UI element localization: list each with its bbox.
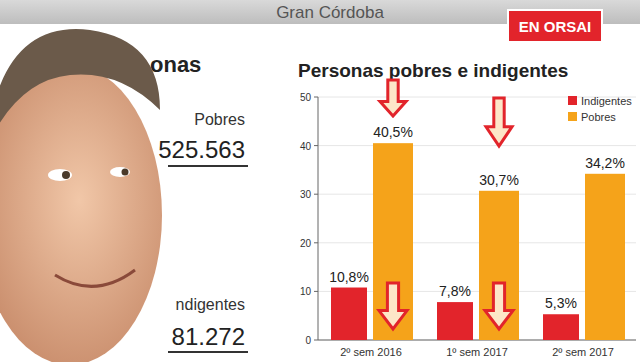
data-label: 7,8% bbox=[439, 283, 471, 299]
arrows bbox=[379, 80, 513, 329]
tick-label: 20 bbox=[300, 238, 312, 249]
mouth bbox=[55, 270, 135, 286]
pupil bbox=[62, 171, 70, 179]
panel-number: 525.563 bbox=[158, 136, 245, 163]
tick-label: 50 bbox=[300, 92, 312, 103]
data-label: 5,3% bbox=[545, 295, 577, 311]
hair bbox=[0, 29, 160, 140]
y-axis: 0 10 20 30 40 50 bbox=[300, 92, 636, 346]
chart: Gran Córdoba onas Pobres 525.563 ndigentes 81… bbox=[0, 0, 640, 362]
legend-swatch bbox=[568, 96, 577, 105]
subtitle: Gran Córdoba bbox=[276, 3, 384, 22]
bar bbox=[373, 143, 413, 340]
grid-line bbox=[318, 145, 636, 146]
tick bbox=[314, 291, 318, 292]
data-labels: 10,8% 7,8% 5,3% 40,5% 30,7% 34,2% bbox=[329, 124, 625, 311]
bars bbox=[331, 143, 625, 340]
tick bbox=[314, 340, 318, 341]
legend-label: Pobres bbox=[581, 111, 616, 123]
tick-label: 0 bbox=[305, 335, 311, 346]
legend: Indigentes Pobres bbox=[568, 95, 632, 123]
panel-heading: onas bbox=[150, 52, 201, 77]
panel-number: 81.272 bbox=[172, 323, 245, 350]
panel-label: ndigentes bbox=[176, 296, 245, 313]
category-label: 2º sem 2017 bbox=[552, 346, 614, 358]
legend-swatch bbox=[568, 112, 577, 121]
tick bbox=[314, 194, 318, 195]
arrow bbox=[486, 98, 512, 146]
tick bbox=[314, 242, 318, 243]
eye bbox=[110, 167, 130, 177]
legend-label: Indigentes bbox=[581, 95, 632, 107]
data-label: 30,7% bbox=[479, 172, 519, 188]
category-label: 2º sem 2016 bbox=[340, 346, 402, 358]
title: Personas pobres e indigentes bbox=[298, 60, 568, 81]
data-label: 34,2% bbox=[585, 155, 625, 171]
tick-label: 10 bbox=[300, 286, 312, 297]
eye bbox=[48, 169, 72, 181]
axis-line bbox=[318, 97, 319, 340]
face bbox=[0, 65, 162, 362]
bar bbox=[437, 302, 473, 340]
data-label: 40,5% bbox=[373, 124, 413, 140]
arrow bbox=[379, 283, 407, 329]
tick bbox=[314, 97, 318, 98]
tick bbox=[314, 145, 318, 146]
arrow bbox=[485, 283, 513, 329]
arrow bbox=[380, 80, 406, 116]
underline bbox=[168, 165, 248, 167]
category-label: 1º sem 2017 bbox=[446, 346, 508, 358]
data-label: 10,8% bbox=[329, 269, 369, 285]
bar bbox=[585, 174, 625, 340]
badge bbox=[508, 10, 602, 42]
panel-label: Pobres bbox=[194, 111, 245, 128]
underline bbox=[168, 351, 248, 353]
bar bbox=[543, 314, 579, 340]
tick-label: 30 bbox=[300, 189, 312, 200]
bar bbox=[479, 191, 519, 340]
bar bbox=[331, 288, 367, 340]
badge-text: EN ORSAI bbox=[519, 18, 592, 35]
portrait bbox=[0, 29, 162, 362]
tick-label: 40 bbox=[300, 141, 312, 152]
pupil bbox=[122, 169, 129, 176]
